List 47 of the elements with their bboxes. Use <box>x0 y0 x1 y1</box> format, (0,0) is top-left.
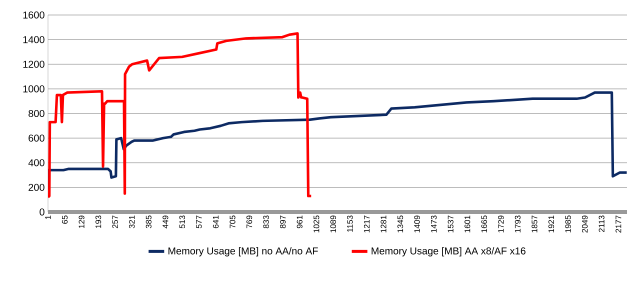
y-tick-label: 600 <box>28 134 44 142</box>
y-tick-label: 1000 <box>23 85 44 92</box>
x-tick-label: 1345 <box>397 216 404 232</box>
x-tick-label: 1473 <box>430 216 437 232</box>
x-tick-label: 833 <box>263 216 269 228</box>
x-tick-label: 1601 <box>464 216 470 232</box>
x-tick-label: 385 <box>146 216 152 228</box>
y-tick-label: 1600 <box>23 11 44 19</box>
x-tick-label: 641 <box>212 216 219 228</box>
y-tick-label: 1200 <box>23 60 44 68</box>
x-tick-label: 1857 <box>532 216 538 232</box>
x-tick-label: 2049 <box>582 216 588 233</box>
x-tick-label: 577 <box>196 216 202 228</box>
legend-label: Memory Usage [MB] no AA/no AF <box>168 247 318 256</box>
y-tick-label: 200 <box>28 184 44 191</box>
x-tick-label: 961 <box>296 216 302 228</box>
x-tick-label: 705 <box>230 216 236 228</box>
x-tick-label: 1153 <box>347 216 353 232</box>
y-tick-label: 0 <box>40 208 44 216</box>
y-tick-label: 800 <box>28 110 44 118</box>
x-tick-label: 513 <box>179 216 186 228</box>
x-tick-label: 769 <box>246 216 252 228</box>
x-tick-label: 1537 <box>448 216 454 232</box>
x-tick-label: 1793 <box>514 216 521 232</box>
line-series <box>48 32 312 199</box>
y-tick-label: 400 <box>28 159 44 166</box>
x-tick-label: 1729 <box>498 216 504 232</box>
x-tick-label: 1089 <box>330 216 336 232</box>
y-tick-label: 1400 <box>23 36 44 44</box>
x-tick-label: 1 <box>45 216 51 220</box>
x-tick-label: 257 <box>112 216 118 228</box>
x-tick-label: 897 <box>280 216 286 228</box>
x-tick-label: 321 <box>129 216 135 228</box>
x-tick-label: 449 <box>162 216 168 228</box>
x-tick-label: 1665 <box>481 216 487 232</box>
x-tick-label: 1217 <box>364 216 370 232</box>
x-tick-label: 1281 <box>380 216 386 232</box>
legend-label: Memory Usage [MB] AA x8/AF x16 <box>372 247 526 256</box>
x-tick-label: 2113 <box>598 216 604 232</box>
x-tick-label: 1921 <box>548 216 554 232</box>
x-tick-label: 1985 <box>565 216 571 232</box>
x-tick-label: 65 <box>62 216 68 224</box>
x-tick-label: 2177 <box>616 216 622 233</box>
x-tick-label: 1025 <box>314 216 320 232</box>
x-tick-label: 1409 <box>414 216 420 232</box>
x-tick-label: 129 <box>78 216 84 228</box>
x-tick-label: 193 <box>95 216 102 228</box>
